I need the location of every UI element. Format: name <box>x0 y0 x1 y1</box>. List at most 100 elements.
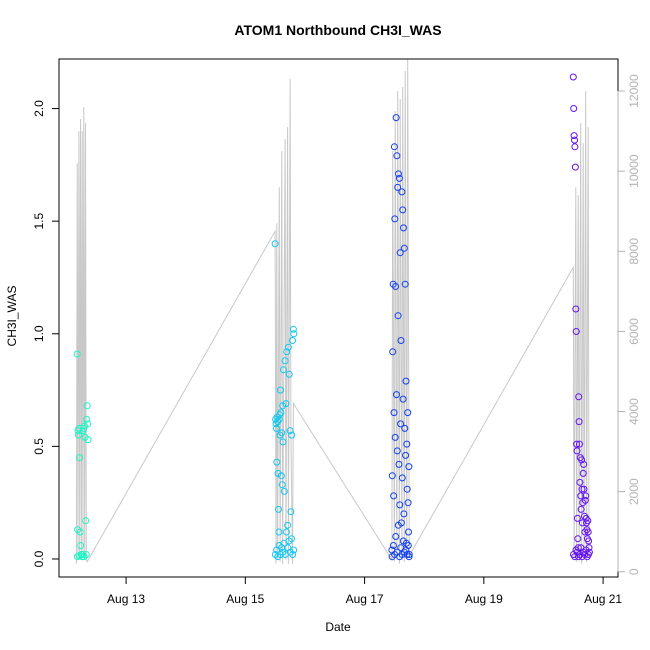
data-point <box>73 553 81 561</box>
data-point <box>575 393 583 401</box>
y-tick-label: 0.5 <box>32 438 46 455</box>
data-point <box>576 478 584 486</box>
data-point <box>278 481 286 489</box>
data-point <box>401 280 409 288</box>
y-tick-label: 0.0 <box>32 550 46 567</box>
data-point <box>400 244 408 252</box>
data-point <box>279 438 287 446</box>
data-point <box>397 420 405 428</box>
y-tick-label: 2.0 <box>32 100 46 117</box>
data-point <box>404 499 412 507</box>
data-point <box>271 240 279 248</box>
x-tick-label: Aug 21 <box>584 592 622 606</box>
data-point <box>585 537 593 545</box>
data-point <box>392 283 400 290</box>
data-point <box>570 132 578 140</box>
data-point <box>581 496 589 504</box>
data-point <box>83 415 91 423</box>
y-tick-label: 1.0 <box>32 325 46 342</box>
data-point <box>272 415 280 423</box>
y2-tick-label: 4000 <box>627 398 641 425</box>
y2-tick-label: 10000 <box>627 154 641 188</box>
data-point <box>399 395 407 403</box>
y2-tick-label: 2000 <box>627 478 641 505</box>
chart-title: ATOM1 Northbound CH3I_WAS <box>234 22 441 38</box>
data-point <box>584 551 592 558</box>
data-point <box>578 485 586 493</box>
data-point <box>574 535 582 543</box>
data-point <box>581 528 589 536</box>
y2-tick-label: 6000 <box>627 318 641 345</box>
data-point <box>275 528 283 536</box>
data-point <box>275 505 282 513</box>
data-point <box>399 206 407 214</box>
data-point <box>395 174 403 182</box>
data-point <box>394 183 402 191</box>
data-point <box>391 433 399 441</box>
data-point <box>573 440 581 448</box>
y2-tick-label: 12000 <box>627 74 641 108</box>
data-point <box>282 400 290 408</box>
x-tick-label: Aug 15 <box>226 592 264 606</box>
x-tick-label: Aug 17 <box>346 592 384 606</box>
data-point <box>389 348 397 356</box>
data-point <box>395 170 402 178</box>
x-axis-label: Date <box>325 620 351 634</box>
data-point <box>577 492 585 500</box>
data-point <box>580 485 588 493</box>
data-point <box>283 348 291 356</box>
data-point <box>277 409 285 417</box>
data-point <box>390 143 398 151</box>
data-point <box>284 343 292 351</box>
data-point <box>400 510 408 518</box>
data-point <box>400 224 407 232</box>
data-point <box>584 517 592 525</box>
data-point <box>389 542 397 549</box>
x-tick-label: Aug 13 <box>107 592 145 606</box>
data-point <box>572 305 580 313</box>
data-point <box>573 447 581 455</box>
data-point <box>75 431 82 439</box>
data-point <box>405 463 413 471</box>
data-point <box>402 451 410 459</box>
data-point <box>77 542 85 549</box>
data-point <box>287 508 295 516</box>
data-point <box>277 472 285 480</box>
data-point <box>403 485 411 493</box>
data-point <box>288 431 296 439</box>
data-point <box>574 544 582 552</box>
y-tick-label: 1.5 <box>32 212 46 229</box>
data-point <box>405 553 413 561</box>
data-point <box>76 528 84 536</box>
data-point <box>392 533 400 540</box>
data-point <box>281 357 289 365</box>
data-point <box>571 143 579 151</box>
series-3 <box>388 114 413 561</box>
data-point <box>84 436 92 444</box>
data-point <box>392 114 400 122</box>
data-points-layer <box>73 73 593 561</box>
data-point <box>398 474 406 482</box>
data-point <box>276 431 284 439</box>
data-point <box>82 551 90 558</box>
data-point <box>580 460 588 468</box>
data-point <box>283 528 290 536</box>
data-point <box>390 492 398 500</box>
plot-frame <box>58 58 619 578</box>
data-point <box>73 350 81 358</box>
data-point <box>401 424 409 432</box>
data-point <box>581 512 588 520</box>
y-axis-right: 0 2000 4000 6000 8000 10000 12000 <box>617 74 641 575</box>
data-point <box>390 409 398 417</box>
data-point <box>398 551 406 558</box>
data-point <box>404 542 412 549</box>
y2-tick-label: 0 <box>627 568 641 575</box>
data-point <box>403 440 411 448</box>
data-point <box>289 337 296 344</box>
data-point <box>404 409 412 417</box>
data-point <box>582 492 590 500</box>
data-point <box>394 521 402 529</box>
data-point <box>396 249 404 257</box>
data-point <box>397 337 405 344</box>
